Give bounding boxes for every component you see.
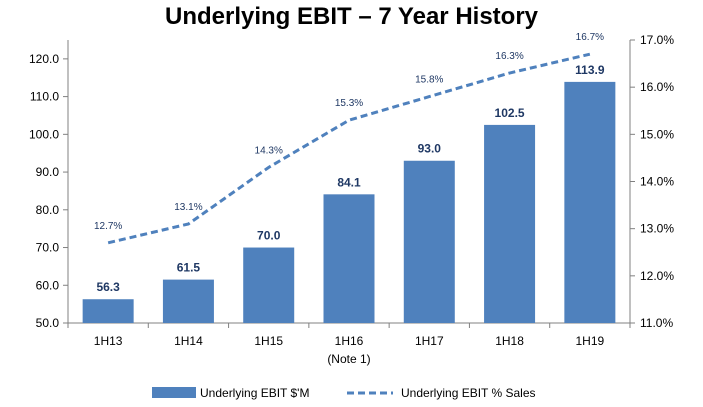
line-data-label: 15.8% xyxy=(415,75,443,86)
x-tick-label: 1H13 xyxy=(94,334,123,348)
left-tick-label: 70.0 xyxy=(36,241,60,255)
bar xyxy=(162,279,214,323)
x-tick-label: 1H19 xyxy=(576,334,605,348)
left-tick-label: 90.0 xyxy=(36,165,60,179)
bar xyxy=(403,160,455,323)
x-tick-note: (Note 1) xyxy=(327,352,370,366)
bar-data-label: 61.5 xyxy=(177,261,201,275)
left-tick-label: 100.0 xyxy=(29,127,59,141)
bar xyxy=(82,299,134,323)
line-data-label: 14.3% xyxy=(255,145,283,156)
bar xyxy=(484,124,536,324)
right-tick-label: 16.0% xyxy=(640,80,674,94)
bar-data-label: 113.9 xyxy=(575,63,605,77)
right-tick-label: 12.0% xyxy=(640,269,674,283)
legend-bar-label: Underlying EBIT $'M xyxy=(200,386,309,400)
bar xyxy=(243,247,295,323)
x-tick-label: 1H15 xyxy=(254,334,283,348)
line-data-label: 16.7% xyxy=(576,32,604,43)
bar-data-label: 93.0 xyxy=(418,142,442,156)
line-data-label: 13.1% xyxy=(174,202,202,213)
bar xyxy=(323,194,375,323)
x-tick-label: 1H17 xyxy=(415,334,444,348)
line-series xyxy=(107,52,591,245)
legend-bar-swatch xyxy=(152,387,196,398)
x-tick-label: 1H16 xyxy=(335,334,364,348)
left-tick-label: 50.0 xyxy=(36,316,60,330)
right-tick-label: 11.0% xyxy=(640,316,673,330)
left-tick-label: 110.0 xyxy=(30,90,59,104)
bar-data-label: 84.1 xyxy=(337,175,361,189)
bar xyxy=(564,81,616,323)
left-tick-label: 80.0 xyxy=(36,203,60,217)
line-data-label: 12.7% xyxy=(94,221,122,232)
bar-data-label: 102.5 xyxy=(495,106,525,120)
bar-data-label: 70.0 xyxy=(257,229,281,243)
line-data-label: 15.3% xyxy=(335,98,363,109)
chart-title: Underlying EBIT – 7 Year History xyxy=(164,3,539,30)
right-tick-label: 15.0% xyxy=(640,127,674,141)
right-tick-label: 13.0% xyxy=(640,222,674,236)
left-tick-label: 60.0 xyxy=(36,278,60,292)
x-tick-label: 1H18 xyxy=(495,334,524,348)
legend-line-label: Underlying EBIT % Sales xyxy=(401,386,536,400)
right-tick-label: 17.0% xyxy=(640,33,674,47)
right-tick-label: 14.0% xyxy=(640,175,674,189)
x-tick-label: 1H14 xyxy=(174,334,203,348)
line-data-label: 16.3% xyxy=(495,51,523,62)
bar-data-label: 56.3 xyxy=(96,280,120,294)
left-tick-label: 120.0 xyxy=(29,52,59,66)
